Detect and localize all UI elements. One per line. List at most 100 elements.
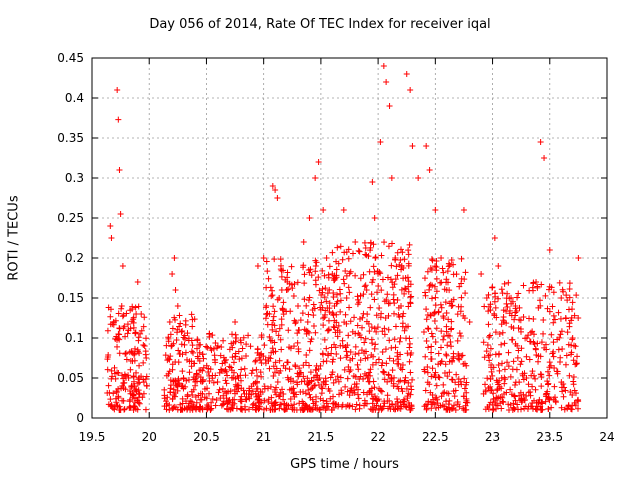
- data-point: [284, 269, 291, 276]
- data-point: [505, 279, 512, 286]
- data-point: [166, 319, 173, 325]
- data-point: [532, 375, 539, 382]
- data-point: [482, 381, 489, 388]
- data-point: [321, 294, 328, 301]
- data-point: [329, 271, 336, 277]
- data-point: [296, 400, 303, 407]
- data-point: [436, 374, 443, 381]
- data-point: [374, 289, 381, 296]
- data-point: [551, 316, 558, 323]
- data-point: [355, 247, 362, 254]
- data-point: [495, 351, 502, 358]
- data-point: [181, 341, 188, 348]
- data-point: [455, 351, 462, 357]
- data-point: [357, 373, 364, 380]
- data-point: [560, 380, 567, 387]
- data-point: [122, 350, 129, 357]
- data-point: [243, 391, 250, 397]
- data-point: [440, 381, 447, 388]
- data-point: [401, 327, 408, 334]
- x-tick-label: 21: [256, 430, 271, 444]
- data-point: [197, 390, 204, 397]
- data-point: [568, 317, 575, 324]
- data-point: [256, 405, 263, 412]
- data-point: [358, 334, 365, 341]
- data-point: [432, 207, 439, 213]
- data-point: [563, 292, 570, 299]
- data-point: [263, 258, 270, 265]
- data-point: [548, 404, 555, 411]
- data-point: [566, 285, 573, 292]
- data-point: [535, 399, 542, 406]
- data-point: [332, 376, 339, 383]
- data-point: [367, 387, 374, 394]
- data-point: [528, 403, 535, 410]
- data-point: [326, 300, 333, 307]
- data-point: [399, 366, 406, 373]
- data-point: [485, 334, 492, 341]
- data-point: [203, 404, 210, 411]
- data-point: [491, 298, 498, 305]
- data-point: [520, 376, 527, 383]
- data-point: [276, 393, 283, 400]
- data-point: [140, 379, 147, 386]
- data-point: [118, 372, 125, 379]
- data-point: [458, 255, 465, 262]
- y-tick-label: 0.15: [57, 291, 84, 305]
- data-point: [406, 358, 413, 365]
- data-point: [345, 284, 352, 291]
- data-point: [432, 302, 439, 309]
- data-point: [429, 295, 436, 302]
- data-point: [401, 290, 408, 297]
- data-point: [295, 348, 302, 355]
- data-point: [129, 306, 136, 313]
- data-point: [445, 390, 452, 397]
- data-point: [443, 352, 450, 359]
- data-point: [184, 405, 191, 412]
- data-point: [116, 167, 123, 173]
- data-point: [492, 405, 499, 412]
- data-point: [108, 401, 115, 408]
- data-point: [287, 308, 294, 315]
- data-point: [449, 357, 456, 364]
- data-point: [185, 403, 192, 410]
- data-point: [339, 256, 346, 263]
- data-point: [357, 357, 364, 364]
- data-point: [292, 363, 299, 370]
- data-point: [442, 361, 449, 368]
- data-points: [104, 63, 582, 413]
- data-point: [574, 397, 581, 404]
- data-point: [343, 294, 350, 301]
- data-point: [326, 286, 333, 293]
- data-point: [334, 244, 341, 251]
- data-point: [433, 257, 440, 264]
- data-point: [460, 405, 467, 412]
- data-point: [214, 343, 221, 349]
- data-point: [433, 267, 440, 274]
- data-point: [269, 326, 276, 333]
- data-point: [133, 369, 140, 376]
- data-point: [331, 303, 338, 310]
- data-point: [322, 285, 329, 292]
- data-point: [184, 356, 191, 363]
- data-point: [366, 369, 373, 376]
- data-point: [375, 356, 382, 363]
- data-point: [114, 87, 121, 93]
- data-point: [533, 279, 540, 285]
- data-point: [523, 335, 530, 341]
- data-point: [460, 207, 467, 213]
- data-point: [428, 330, 435, 337]
- data-point: [117, 211, 124, 217]
- data-point: [299, 398, 306, 405]
- data-point: [178, 341, 185, 348]
- data-point: [110, 390, 117, 397]
- data-point: [367, 366, 374, 373]
- data-point: [271, 308, 278, 315]
- data-point: [347, 268, 354, 275]
- data-point: [122, 351, 129, 357]
- data-point: [266, 365, 273, 372]
- data-point: [498, 405, 505, 412]
- data-point: [405, 390, 412, 397]
- data-point: [342, 268, 349, 275]
- data-point: [167, 382, 174, 389]
